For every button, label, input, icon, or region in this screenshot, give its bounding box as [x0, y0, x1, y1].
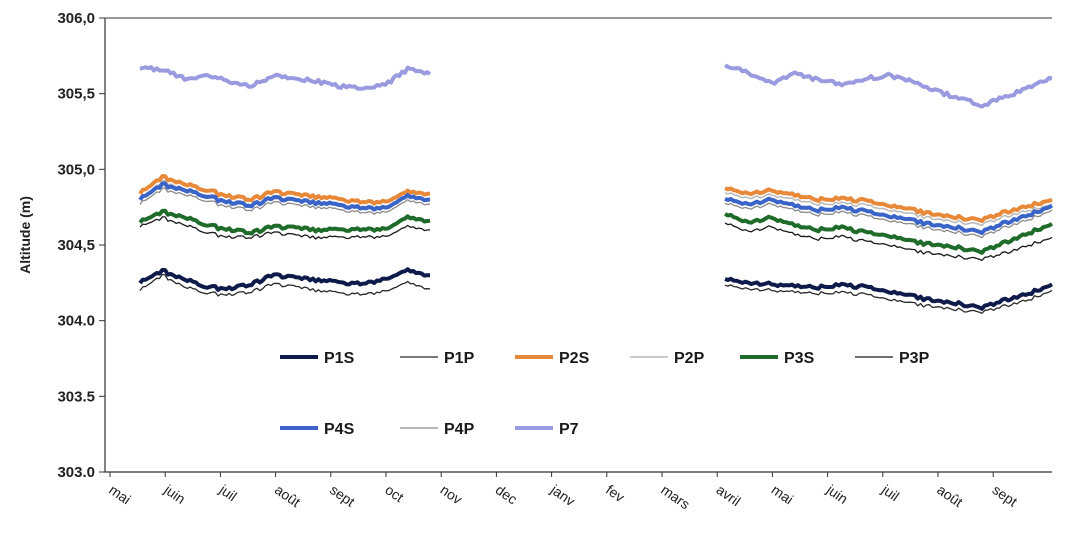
legend-label-p7: P7 — [559, 421, 579, 438]
series-line-p2p-part2 — [724, 192, 1053, 227]
series-line-p1s-part2 — [724, 276, 1054, 311]
series-line-p4s-part2 — [724, 196, 1053, 236]
x-tick-label: sept — [327, 481, 358, 509]
series-line-p1p-part1 — [139, 273, 431, 297]
series-line-p2s-part1 — [138, 174, 431, 206]
x-tick-label: juin — [823, 481, 851, 507]
y-axis-label: Altitude (m) — [17, 196, 33, 274]
series-line-p7-part2 — [724, 63, 1053, 109]
series-line-p1s-part1 — [138, 267, 431, 292]
series-layer — [138, 63, 1054, 314]
axes: 303.0 303.5 304.0 304,5 305,0 305,5 306,0 Altit… — [17, 10, 1052, 512]
x-tick-label: juin — [161, 481, 189, 507]
x-tick-label: dec — [493, 481, 521, 507]
x-tick-label: avril — [713, 481, 743, 509]
legend-label-p3s: P3S — [784, 350, 815, 367]
x-tick-label: mars — [658, 481, 693, 512]
y-tick-label: 304.0 — [57, 313, 95, 330]
legend-label-p2p: P2P — [674, 350, 705, 367]
x-tick-label: janv — [547, 481, 578, 509]
x-tick-label: août — [272, 481, 304, 510]
x-tick-label: sept — [989, 481, 1020, 509]
x-tick-label: oct — [382, 481, 407, 505]
x-tick-label: fev — [603, 481, 627, 505]
y-tick-label: 303.0 — [57, 464, 95, 481]
series-line-p2s-part2 — [724, 186, 1053, 223]
series-line-p4p-part2 — [724, 202, 1053, 239]
y-tick-label: 303.5 — [57, 388, 95, 405]
series-line-p1p-part2 — [724, 284, 1053, 314]
x-tick-label: juil — [878, 481, 902, 505]
series-line-p4p-part1 — [139, 187, 431, 215]
x-tick-label: mai — [106, 481, 134, 507]
legend-label-p1p: P1P — [444, 350, 475, 367]
legend-label-p4p: P4P — [444, 421, 475, 438]
legend-label-p2s: P2S — [559, 350, 590, 367]
series-line-p3p-part2 — [724, 222, 1053, 262]
y-tick-label: 305,0 — [57, 161, 95, 178]
x-tick-label: nov — [437, 481, 465, 507]
y-tick-label: 305,5 — [57, 86, 95, 103]
legend: P1S P1P P2S P2P P3S P3P P4S P4P P7 — [280, 350, 930, 438]
legend-label-p1s: P1S — [324, 350, 355, 367]
series-line-p7-part1 — [139, 65, 432, 91]
legend-label-p4s: P4S — [324, 421, 355, 438]
series-line-p4s-part1 — [138, 181, 431, 212]
series-line-p3s-part2 — [724, 212, 1054, 255]
y-tick-label: 306,0 — [57, 10, 95, 27]
y-tick-label: 304,5 — [57, 237, 95, 254]
series-line-p3s-part1 — [138, 208, 431, 236]
x-tick-label: août — [934, 481, 966, 510]
legend-label-p3p: P3P — [899, 350, 930, 367]
series-line-p3p-part1 — [139, 216, 431, 240]
x-tick-label: mai — [769, 481, 797, 507]
x-tick-label: juil — [216, 481, 240, 505]
